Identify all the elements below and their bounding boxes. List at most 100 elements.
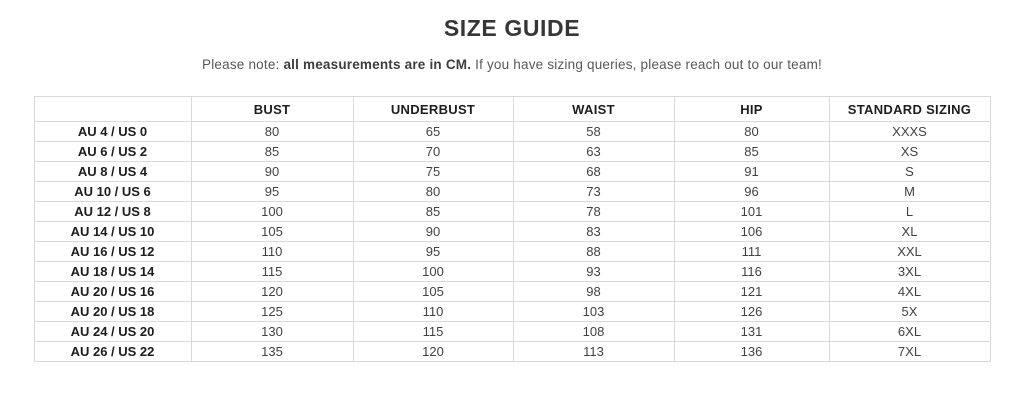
measurement-cell-bust: 135 xyxy=(190,341,354,362)
measurement-cell-bust: 110 xyxy=(190,241,354,262)
size-row-label: AU 8 / US 4 xyxy=(33,161,192,182)
measurement-cell-underbust: 95 xyxy=(352,241,514,262)
note-bold-text: all measurements are in CM. xyxy=(283,57,472,72)
measurement-cell-bust: 115 xyxy=(190,261,354,282)
table-row: AU 10 / US 6 95 80 73 96 M xyxy=(33,181,991,202)
measurement-cell-bust: 100 xyxy=(190,201,354,222)
measurement-cell-hip: 91 xyxy=(673,161,830,182)
table-row: AU 14 / US 10 105 90 83 106 XL xyxy=(33,221,991,242)
size-guide-table: BUST UNDERBUST WAIST HIP STANDARD SIZING AU … xyxy=(33,96,991,362)
measurement-cell-standard_sizing: XXXS xyxy=(828,121,991,142)
size-table-header: BUST UNDERBUST WAIST HIP STANDARD SIZING xyxy=(33,96,991,122)
measurement-cell-underbust: 90 xyxy=(352,221,514,242)
note-prefix: Please note: xyxy=(202,57,284,72)
size-row-label: AU 14 / US 10 xyxy=(33,221,192,242)
table-row: AU 18 / US 14 115 100 93 116 3XL xyxy=(33,261,991,282)
size-row-label: AU 16 / US 12 xyxy=(33,241,192,262)
measurement-cell-waist: 78 xyxy=(512,201,675,222)
measurement-cell-standard_sizing: S xyxy=(828,161,991,182)
measurement-cell-standard_sizing: 6XL xyxy=(828,321,991,342)
measurement-cell-bust: 90 xyxy=(190,161,354,182)
size-row-label: AU 24 / US 20 xyxy=(33,321,192,342)
measurement-cell-bust: 130 xyxy=(190,321,354,342)
measurement-cell-waist: 73 xyxy=(512,181,675,202)
measurement-cell-underbust: 75 xyxy=(352,161,514,182)
measurement-cell-waist: 108 xyxy=(512,321,675,342)
column-header-standard_sizing: STANDARD SIZING xyxy=(828,96,991,122)
size-row-label: AU 6 / US 2 xyxy=(33,141,192,162)
size-row-label: AU 10 / US 6 xyxy=(33,181,192,202)
size-table-body: AU 4 / US 0 80 65 58 80 XXXS AU 6 / US 2 85 70 63… xyxy=(33,121,991,362)
measurement-cell-hip: 126 xyxy=(673,301,830,322)
measurement-cell-underbust: 110 xyxy=(352,301,514,322)
note-suffix: If you have sizing queries, please reach… xyxy=(471,57,822,72)
table-row: AU 16 / US 12 110 95 88 111 XXL xyxy=(33,241,991,262)
measurement-cell-waist: 88 xyxy=(512,241,675,262)
measurement-cell-underbust: 65 xyxy=(352,121,514,142)
measurement-note: Please note: all measurements are in CM.… xyxy=(0,57,1024,72)
measurement-cell-standard_sizing: XS xyxy=(828,141,991,162)
measurement-cell-underbust: 70 xyxy=(352,141,514,162)
table-row: AU 26 / US 22 135 120 113 136 7XL xyxy=(33,341,991,362)
measurement-cell-hip: 116 xyxy=(673,261,830,282)
measurement-cell-hip: 131 xyxy=(673,321,830,342)
table-row: AU 12 / US 8 100 85 78 101 L xyxy=(33,201,991,222)
column-header-label xyxy=(33,96,192,122)
measurement-cell-standard_sizing: 4XL xyxy=(828,281,991,302)
measurement-cell-hip: 80 xyxy=(673,121,830,142)
measurement-cell-standard_sizing: 7XL xyxy=(828,341,991,362)
size-row-label: AU 4 / US 0 xyxy=(33,121,192,142)
measurement-cell-waist: 113 xyxy=(512,341,675,362)
table-row: AU 24 / US 20 130 115 108 131 6XL xyxy=(33,321,991,342)
measurement-cell-waist: 93 xyxy=(512,261,675,282)
measurement-cell-bust: 120 xyxy=(190,281,354,302)
measurement-cell-underbust: 85 xyxy=(352,201,514,222)
measurement-cell-underbust: 115 xyxy=(352,321,514,342)
measurement-cell-hip: 136 xyxy=(673,341,830,362)
measurement-cell-hip: 111 xyxy=(673,241,830,262)
measurement-cell-waist: 68 xyxy=(512,161,675,182)
column-header-waist: WAIST xyxy=(512,96,675,122)
measurement-cell-waist: 63 xyxy=(512,141,675,162)
measurement-cell-hip: 96 xyxy=(673,181,830,202)
measurement-cell-standard_sizing: 3XL xyxy=(828,261,991,282)
table-row: AU 20 / US 16 120 105 98 121 4XL xyxy=(33,281,991,302)
column-header-bust: BUST xyxy=(190,96,354,122)
measurement-cell-bust: 80 xyxy=(190,121,354,142)
measurement-cell-hip: 106 xyxy=(673,221,830,242)
measurement-cell-waist: 103 xyxy=(512,301,675,322)
measurement-cell-bust: 95 xyxy=(190,181,354,202)
header-row: BUST UNDERBUST WAIST HIP STANDARD SIZING xyxy=(33,96,991,122)
column-header-underbust: UNDERBUST xyxy=(352,96,514,122)
measurement-cell-underbust: 100 xyxy=(352,261,514,282)
size-row-label: AU 20 / US 18 xyxy=(33,301,192,322)
measurement-cell-bust: 105 xyxy=(190,221,354,242)
measurement-cell-standard_sizing: XL xyxy=(828,221,991,242)
table-row: AU 8 / US 4 90 75 68 91 S xyxy=(33,161,991,182)
measurement-cell-waist: 98 xyxy=(512,281,675,302)
size-row-label: AU 20 / US 16 xyxy=(33,281,192,302)
measurement-cell-standard_sizing: 5X xyxy=(828,301,991,322)
size-row-label: AU 18 / US 14 xyxy=(33,261,192,282)
measurement-cell-underbust: 120 xyxy=(352,341,514,362)
measurement-cell-standard_sizing: L xyxy=(828,201,991,222)
measurement-cell-standard_sizing: XXL xyxy=(828,241,991,262)
measurement-cell-underbust: 105 xyxy=(352,281,514,302)
measurement-cell-bust: 125 xyxy=(190,301,354,322)
measurement-cell-waist: 83 xyxy=(512,221,675,242)
size-row-label: AU 12 / US 8 xyxy=(33,201,192,222)
measurement-cell-hip: 121 xyxy=(673,281,830,302)
measurement-cell-bust: 85 xyxy=(190,141,354,162)
measurement-cell-standard_sizing: M xyxy=(828,181,991,202)
measurement-cell-underbust: 80 xyxy=(352,181,514,202)
measurement-cell-waist: 58 xyxy=(512,121,675,142)
size-row-label: AU 26 / US 22 xyxy=(33,341,192,362)
measurement-cell-hip: 101 xyxy=(673,201,830,222)
table-row: AU 20 / US 18 125 110 103 126 5X xyxy=(33,301,991,322)
page-title: SIZE GUIDE xyxy=(443,15,581,41)
column-header-hip: HIP xyxy=(673,96,830,122)
table-row: AU 4 / US 0 80 65 58 80 XXXS xyxy=(33,121,991,142)
measurement-cell-hip: 85 xyxy=(673,141,830,162)
table-row: AU 6 / US 2 85 70 63 85 XS xyxy=(33,141,991,162)
